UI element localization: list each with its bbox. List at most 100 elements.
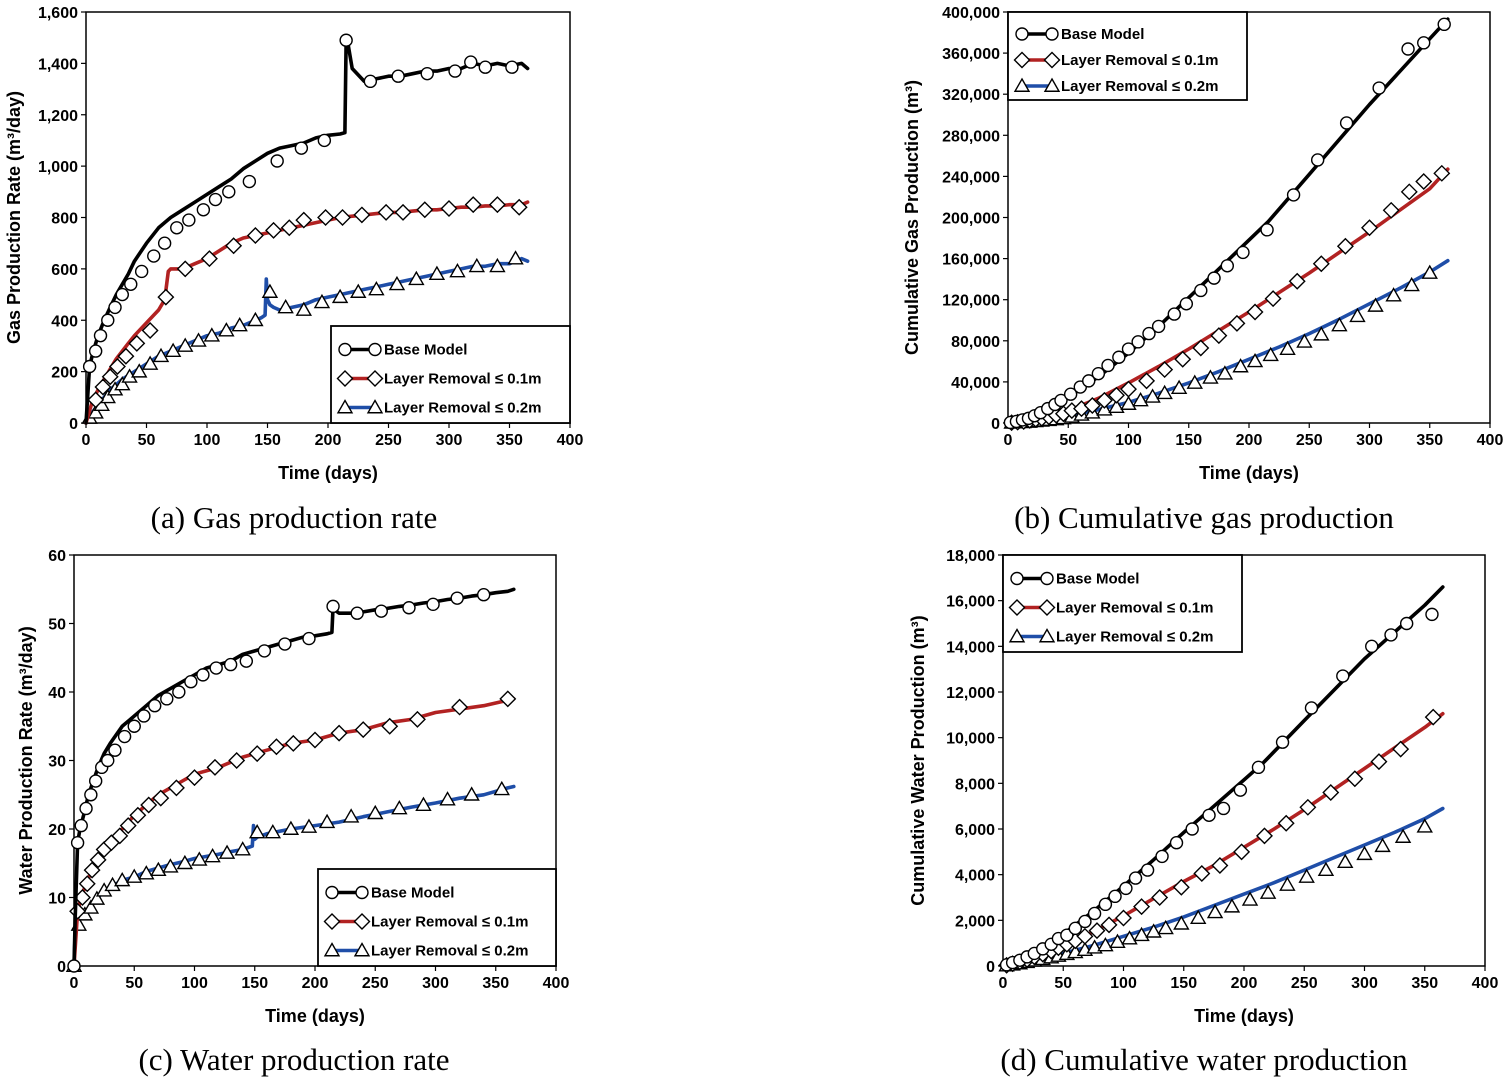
data-point-diamond xyxy=(1299,798,1317,816)
data-point-triangle xyxy=(1296,333,1313,348)
y-tick-label: 60 xyxy=(48,548,66,565)
data-point-circle xyxy=(93,328,108,343)
data-point-circle xyxy=(1207,271,1221,285)
legend: Base Model Layer Removal ≤ 0.1m Layer Remo… xyxy=(1002,554,1243,653)
data-point-triangle xyxy=(1313,326,1330,341)
data-point-triangle xyxy=(1109,933,1126,948)
data-point-circle xyxy=(1167,307,1181,321)
data-point-triangle xyxy=(408,270,425,286)
x-tick-label: 250 xyxy=(1291,975,1318,992)
data-point-triangle xyxy=(1298,868,1315,883)
y-tick-label: 40 xyxy=(48,685,66,702)
data-point-circle xyxy=(464,55,478,69)
data-point-triangle xyxy=(218,322,235,337)
legend-marker-circle xyxy=(1010,571,1024,586)
data-point-diamond xyxy=(1400,183,1418,201)
data-point-triangle xyxy=(264,824,282,839)
data-point-diamond xyxy=(416,201,434,219)
data-point-triangle xyxy=(190,332,207,347)
data-point-diamond xyxy=(1382,201,1400,219)
data-point-triangle xyxy=(1385,287,1402,302)
data-point-circle xyxy=(1119,881,1133,896)
data-point-circle xyxy=(1339,116,1354,130)
x-tick-label: 50 xyxy=(1054,975,1072,992)
y-tick-label: 14,000 xyxy=(946,639,995,656)
y-tick-label: 160,000 xyxy=(942,252,1000,269)
data-point-triangle xyxy=(1232,358,1249,373)
legend-marker-circle xyxy=(1015,27,1029,41)
data-point-circle xyxy=(115,287,130,302)
data-point-circle xyxy=(242,174,257,189)
data-point-diamond xyxy=(1277,814,1295,832)
data-point-circle xyxy=(1131,335,1145,349)
series-removal-02 xyxy=(81,250,530,425)
data-point-circle xyxy=(477,588,491,602)
x-axis-label: Time (days) xyxy=(1199,463,1299,483)
data-point-diamond xyxy=(1370,753,1388,771)
data-point-triangle xyxy=(88,890,106,905)
data-point-circle xyxy=(1185,822,1199,836)
x-tick-label: 400 xyxy=(557,432,584,449)
legend-label: Layer Removal ≤ 0.2m xyxy=(1061,78,1218,95)
series-base xyxy=(82,33,530,425)
legend-label: Base Model xyxy=(1056,571,1139,588)
data-point-circle xyxy=(67,959,81,973)
data-point-triangle xyxy=(1367,297,1384,312)
y-axis-label: Gas Production Rate (m³/day) xyxy=(4,91,24,344)
y-tick-label: 80,000 xyxy=(951,334,1000,351)
data-point-diamond xyxy=(464,196,482,214)
figure-caption: (a) Gas production rate xyxy=(151,500,438,535)
x-axis-label: Time (days) xyxy=(278,463,378,483)
data-point-diamond xyxy=(228,752,246,769)
data-point-circle xyxy=(1091,366,1106,381)
data-point-triangle xyxy=(164,342,182,358)
legend-marker-circle xyxy=(355,885,369,900)
x-tick-label: 50 xyxy=(138,432,156,449)
y-tick-label: 0 xyxy=(57,959,66,976)
data-point-triangle xyxy=(87,404,104,419)
data-point-circle xyxy=(1194,283,1208,298)
y-tick-label: 12,000 xyxy=(946,685,995,702)
data-point-diamond xyxy=(248,745,266,763)
data-point-diamond xyxy=(111,827,129,845)
x-tick-label: 100 xyxy=(194,432,221,449)
legend-label: Base Model xyxy=(384,342,467,359)
legend-marker-circle xyxy=(325,885,339,900)
data-point-triangle xyxy=(368,281,385,296)
data-point-circle xyxy=(157,236,172,250)
data-point-diamond xyxy=(280,219,298,237)
data-point-triangle xyxy=(295,301,313,316)
x-tick-label: 150 xyxy=(241,975,268,992)
data-point-circle xyxy=(1236,245,1250,260)
legend-marker-triangle xyxy=(366,399,384,414)
y-tick-label: 0 xyxy=(991,416,1000,433)
legend-label: Layer Removal ≤ 0.2m xyxy=(1056,629,1213,646)
data-point-circle xyxy=(326,599,340,614)
data-point-diamond xyxy=(1100,916,1118,934)
data-point-diamond xyxy=(225,237,243,255)
y-axis-label: Water Production Rate (m³/day) xyxy=(16,626,36,894)
y-tick-label: 400,000 xyxy=(942,5,1000,22)
data-point-diamond xyxy=(1246,303,1264,321)
data-point-circle xyxy=(278,637,292,651)
legend-marker-triangle xyxy=(1013,77,1031,92)
y-axis-label: Cumulative Water Production (m³) xyxy=(908,615,928,905)
data-point-diamond xyxy=(440,200,458,217)
data-point-triangle xyxy=(463,786,480,801)
data-point-diamond xyxy=(377,203,395,221)
data-point-diamond xyxy=(1192,339,1210,357)
data-point-triangle xyxy=(342,808,360,823)
data-point-circle xyxy=(420,66,434,81)
data-point-diamond xyxy=(354,721,372,739)
x-tick-label: 350 xyxy=(482,975,509,992)
legend-marker-triangle xyxy=(353,942,371,957)
data-point-circle xyxy=(257,644,272,658)
data-point-circle xyxy=(1216,801,1231,816)
data-point-circle xyxy=(209,661,223,675)
data-point-triangle xyxy=(1216,365,1234,380)
data-point-diamond xyxy=(94,378,112,396)
x-tick-label: 100 xyxy=(181,975,208,992)
x-axis-label: Time (days) xyxy=(265,1006,365,1026)
data-point-circle xyxy=(1121,342,1136,356)
